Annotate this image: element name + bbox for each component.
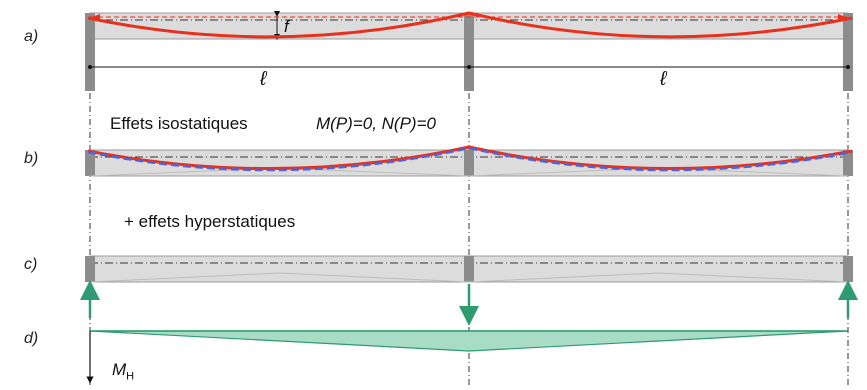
column-a-left xyxy=(85,13,95,91)
sag-label: f xyxy=(284,17,289,37)
row-b-beam xyxy=(85,147,853,176)
moment-label-sub: H xyxy=(126,370,134,382)
isostatic-label: Effets isostatiques xyxy=(110,114,248,134)
row-label-d: d) xyxy=(24,330,38,348)
moment-label: MH xyxy=(112,360,134,382)
dim-dot-right xyxy=(846,65,850,69)
span-label-left: ℓ xyxy=(260,68,266,91)
support-c-middle xyxy=(464,256,474,282)
span-label-right: ℓ xyxy=(660,68,666,91)
row-label-a: a) xyxy=(24,28,38,46)
column-a-right xyxy=(843,13,853,91)
moment-diagram xyxy=(90,331,848,351)
dim-dot-left xyxy=(88,65,92,69)
row-c-beam xyxy=(85,256,853,318)
dim-dot-middle xyxy=(467,65,471,69)
isostatic-condition: M(P)=0, N(P)=0 xyxy=(316,114,436,134)
column-a-middle xyxy=(464,13,474,91)
row-label-b: b) xyxy=(24,150,38,168)
support-c-right xyxy=(843,256,853,282)
hyperstatic-label: + effets hyperstatiques xyxy=(124,212,295,232)
moment-label-base: M xyxy=(112,360,126,379)
support-c-left xyxy=(85,256,95,282)
row-label-c: c) xyxy=(24,256,37,274)
row-a-beam xyxy=(85,13,853,91)
support-b-middle xyxy=(464,150,474,176)
